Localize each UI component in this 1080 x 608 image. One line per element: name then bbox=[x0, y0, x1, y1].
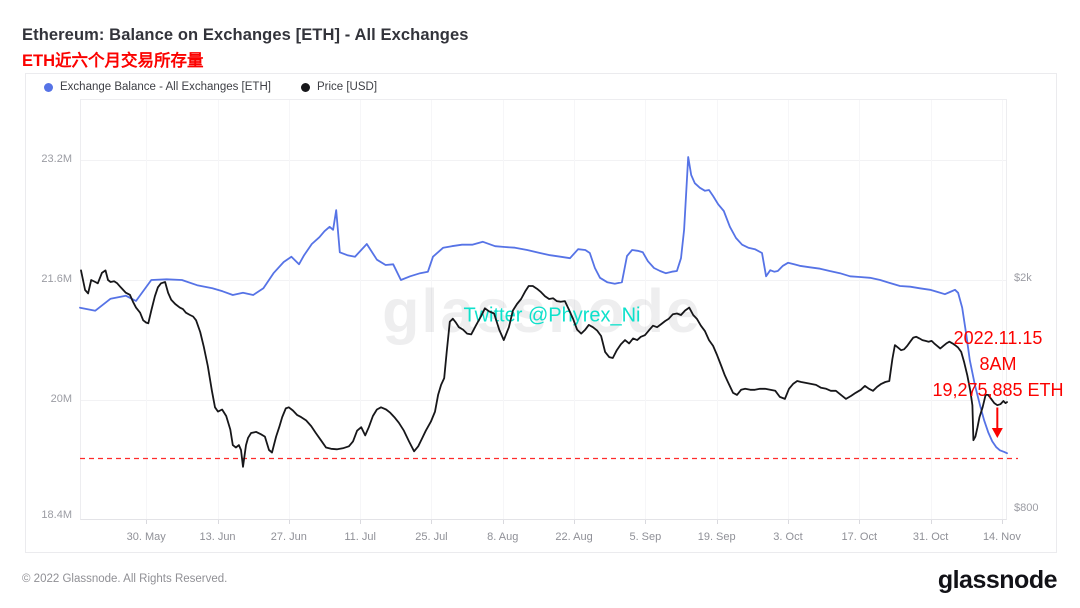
legend-item-price[interactable]: Price [USD] bbox=[300, 81, 378, 93]
annotation-label: 2022.11.15 8AM 19,275,885 ETH bbox=[932, 325, 1063, 403]
x-axis-tick bbox=[502, 520, 504, 524]
copyright-text: © 2022 Glassnode. All Rights Reserved. bbox=[22, 573, 228, 585]
x-axis-label: 30. May bbox=[126, 531, 166, 543]
annotation-arrow-head-icon bbox=[991, 428, 1003, 438]
x-axis-label: 17. Oct bbox=[841, 531, 878, 543]
x-axis-tick bbox=[288, 520, 290, 524]
annotation-date: 2022.11.15 bbox=[953, 328, 1043, 348]
twitter-credit-overlay: Twitter @Phyrex_Ni bbox=[463, 304, 641, 327]
x-axis-tick bbox=[787, 520, 789, 524]
v-gridline bbox=[574, 100, 576, 519]
v-gridline bbox=[288, 100, 290, 519]
plot-area[interactable] bbox=[80, 99, 1007, 520]
x-axis-tick bbox=[431, 520, 433, 524]
x-axis-label: 31. Oct bbox=[912, 531, 949, 543]
x-axis-tick bbox=[859, 520, 861, 524]
x-axis-tick bbox=[930, 520, 932, 524]
x-axis-label: 25. Jul bbox=[415, 531, 448, 543]
page-subtitle-chinese: ETH近六个月交易所存量 bbox=[22, 52, 204, 70]
y-axis-label-left: 18.4M bbox=[41, 509, 72, 521]
balance-line-series bbox=[79, 156, 1008, 455]
x-axis-tick bbox=[217, 520, 219, 524]
chart-legend: Exchange Balance - All Exchanges [ETH] P… bbox=[44, 81, 377, 93]
v-gridline bbox=[360, 100, 362, 519]
legend-swatch-price-icon bbox=[300, 82, 310, 92]
v-gridline bbox=[930, 100, 932, 519]
legend-label-balance: Exchange Balance - All Exchanges [ETH] bbox=[60, 81, 271, 93]
glassnode-logo[interactable]: glassnode bbox=[937, 566, 1058, 594]
v-gridline bbox=[859, 100, 861, 519]
x-axis-tick bbox=[716, 520, 718, 524]
x-axis-label: 11. Jul bbox=[344, 531, 376, 543]
price-line-series bbox=[80, 269, 1008, 468]
x-axis-label: 19. Sep bbox=[697, 531, 736, 543]
annotation-value: 19,275,885 ETH bbox=[932, 380, 1064, 400]
v-gridline bbox=[146, 100, 148, 519]
v-gridline bbox=[502, 100, 504, 519]
v-gridline bbox=[787, 100, 789, 519]
x-axis-label: 22. Aug bbox=[555, 531, 593, 543]
x-axis-label: 13. Jun bbox=[199, 531, 236, 543]
x-axis-tick bbox=[1001, 520, 1003, 524]
v-gridline bbox=[645, 100, 647, 519]
y-axis-label-right: $800 bbox=[1014, 502, 1039, 514]
x-axis-tick bbox=[574, 520, 576, 524]
x-axis-tick bbox=[360, 520, 362, 524]
legend-label-price: Price [USD] bbox=[316, 81, 378, 93]
h-gridline bbox=[81, 160, 1006, 161]
x-axis-label: 14. Nov bbox=[982, 531, 1021, 543]
v-gridline bbox=[1001, 100, 1003, 519]
legend-swatch-balance-icon bbox=[44, 82, 53, 92]
x-axis-label: 8. Aug bbox=[487, 531, 519, 543]
legend-item-exchange-balance[interactable]: Exchange Balance - All Exchanges [ETH] bbox=[44, 81, 271, 93]
annotation-time: 8AM bbox=[979, 354, 1017, 374]
v-gridline bbox=[217, 100, 219, 519]
y-axis-label-left: 23.2M bbox=[41, 153, 72, 165]
y-axis-label-left: 21.6M bbox=[41, 273, 72, 285]
x-axis-tick bbox=[645, 520, 647, 524]
v-gridline bbox=[716, 100, 718, 519]
x-axis-label: 3. Oct bbox=[773, 531, 803, 543]
x-axis-tick bbox=[146, 520, 148, 524]
h-gridline bbox=[81, 280, 1006, 281]
y-axis-label-right: $2k bbox=[1014, 272, 1032, 284]
y-axis-label-left: 20M bbox=[50, 393, 72, 405]
h-gridline bbox=[81, 400, 1006, 401]
page-title: Ethereum: Balance on Exchanges [ETH] - A… bbox=[22, 26, 469, 44]
x-axis-label: 5. Sep bbox=[629, 531, 662, 543]
chart-canvas bbox=[79, 156, 1018, 468]
v-gridline bbox=[431, 100, 433, 519]
x-axis-label: 27. Jun bbox=[270, 531, 307, 543]
